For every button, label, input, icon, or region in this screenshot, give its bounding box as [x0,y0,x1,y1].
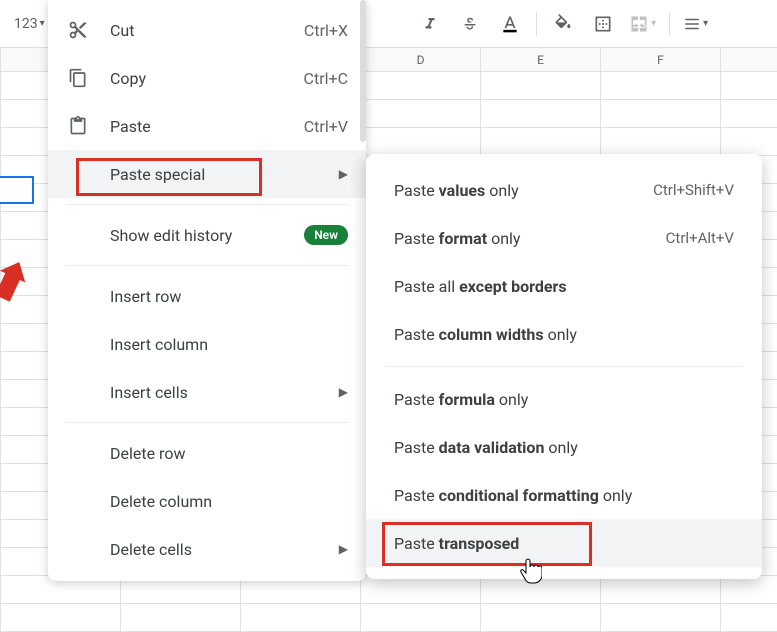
menu-label: Insert column [110,335,348,354]
paste-special-submenu: Paste values only Ctrl+Shift+V Paste for… [366,154,762,579]
chevron-right-icon: ▶ [339,167,348,181]
menu-divider [66,204,348,205]
submenu-label: Paste format only [394,229,666,248]
submenu-label: Paste formula only [394,390,734,409]
cell[interactable] [721,576,777,604]
horizontal-align-button[interactable]: ▾ [678,6,714,42]
clipboard-icon [66,116,90,136]
toolbar-separator [536,12,537,36]
menu-divider [66,265,348,266]
menu-item-delete-cells[interactable]: Delete cells ▶ [48,525,366,573]
column-header[interactable]: F [601,48,721,71]
submenu-label: Paste conditional formatting only [394,486,734,505]
chevron-right-icon: ▶ [339,385,348,399]
cell[interactable] [1,604,121,632]
menu-label: Show edit history [110,226,304,245]
cell[interactable] [721,604,777,632]
submenu-item-paste-conditional-formatting[interactable]: Paste conditional formatting only [366,471,762,519]
menu-item-copy[interactable]: Copy Ctrl+C [48,54,366,102]
menu-item-insert-cells[interactable]: Insert cells ▶ [48,368,366,416]
cell[interactable] [361,100,481,128]
submenu-item-paste-format-only[interactable]: Paste format only Ctrl+Alt+V [366,214,762,262]
menu-label: Copy [110,69,292,88]
italic-button[interactable] [412,6,448,42]
scissors-icon [66,20,90,40]
submenu-item-paste-values-only[interactable]: Paste values only Ctrl+Shift+V [366,166,762,214]
menu-item-paste[interactable]: Paste Ctrl+V [48,102,366,150]
cell[interactable] [601,128,721,156]
cell[interactable] [481,604,601,632]
submenu-label: Paste transposed [394,534,734,553]
submenu-item-paste-data-validation[interactable]: Paste data validation only [366,423,762,471]
column-header[interactable]: D [361,48,481,71]
menu-label: Delete column [110,492,348,511]
menu-item-paste-special[interactable]: Paste special ▶ [48,150,366,198]
submenu-shortcut: Ctrl+Alt+V [666,229,734,247]
submenu-item-paste-column-widths[interactable]: Paste column widths only [366,310,762,358]
borders-button[interactable] [585,6,621,42]
cell[interactable] [481,72,601,100]
menu-item-delete-column[interactable]: Delete column [48,477,366,525]
number-format-dropdown[interactable]: 123 ▾ [8,6,51,42]
menu-item-insert-column[interactable]: Insert column [48,320,366,368]
chevron-down-icon: ▾ [40,18,45,29]
menu-item-delete-row[interactable]: Delete row [48,429,366,477]
copy-icon [66,68,90,88]
menu-shortcut: Ctrl+C [304,69,348,88]
submenu-item-paste-transposed[interactable]: Paste transposed [366,519,762,567]
submenu-label: Paste column widths only [394,325,734,344]
menu-label: Delete cells [110,540,327,559]
chevron-right-icon: ▶ [339,542,348,556]
cell[interactable] [481,128,601,156]
cell[interactable] [361,604,481,632]
scrollbar-thumb[interactable] [360,0,366,142]
cell[interactable] [601,604,721,632]
context-menu: Cut Ctrl+X Copy Ctrl+C Paste Ctrl+V Past… [48,0,366,581]
cell[interactable] [361,72,481,100]
cell[interactable] [601,576,721,604]
menu-item-cut[interactable]: Cut Ctrl+X [48,6,366,54]
cell[interactable] [361,576,481,604]
text-color-button[interactable] [492,6,528,42]
menu-label: Delete row [110,444,348,463]
cell[interactable] [601,72,721,100]
column-header[interactable]: G [721,48,777,71]
cursor-pointer-icon [520,558,542,584]
tutorial-arrow-icon [0,260,30,304]
strikethrough-button[interactable] [452,6,488,42]
merge-cells-button[interactable]: ▾ [625,6,661,42]
menu-label: Paste special [110,165,327,184]
submenu-label: Paste data validation only [394,438,734,457]
submenu-divider [386,366,742,367]
menu-shortcut: Ctrl+X [304,21,348,40]
menu-label: Insert row [110,287,348,306]
submenu-item-paste-except-borders[interactable]: Paste all except borders [366,262,762,310]
cell[interactable] [721,128,777,156]
number-format-label: 123 [14,16,38,32]
cell[interactable] [361,128,481,156]
menu-shortcut: Ctrl+V [304,117,348,136]
toolbar-separator [669,12,670,36]
cell[interactable] [721,100,777,128]
submenu-label: Paste values only [394,181,653,200]
cell[interactable] [481,100,601,128]
menu-item-insert-row[interactable]: Insert row [48,272,366,320]
cell[interactable] [601,100,721,128]
menu-label: Paste [110,117,292,136]
new-badge: New [304,225,348,245]
submenu-label: Paste all except borders [394,277,734,296]
menu-item-show-edit-history[interactable]: Show edit history New [48,211,366,259]
cell[interactable] [121,604,241,632]
menu-label: Cut [110,21,292,40]
submenu-shortcut: Ctrl+Shift+V [653,181,734,199]
menu-divider [66,422,348,423]
column-header[interactable]: E [481,48,601,71]
cell[interactable] [241,604,361,632]
selected-cell[interactable] [0,176,34,204]
submenu-item-paste-formula-only[interactable]: Paste formula only [366,375,762,423]
menu-label: Insert cells [110,383,327,402]
fill-color-button[interactable] [545,6,581,42]
cell[interactable] [721,72,777,100]
